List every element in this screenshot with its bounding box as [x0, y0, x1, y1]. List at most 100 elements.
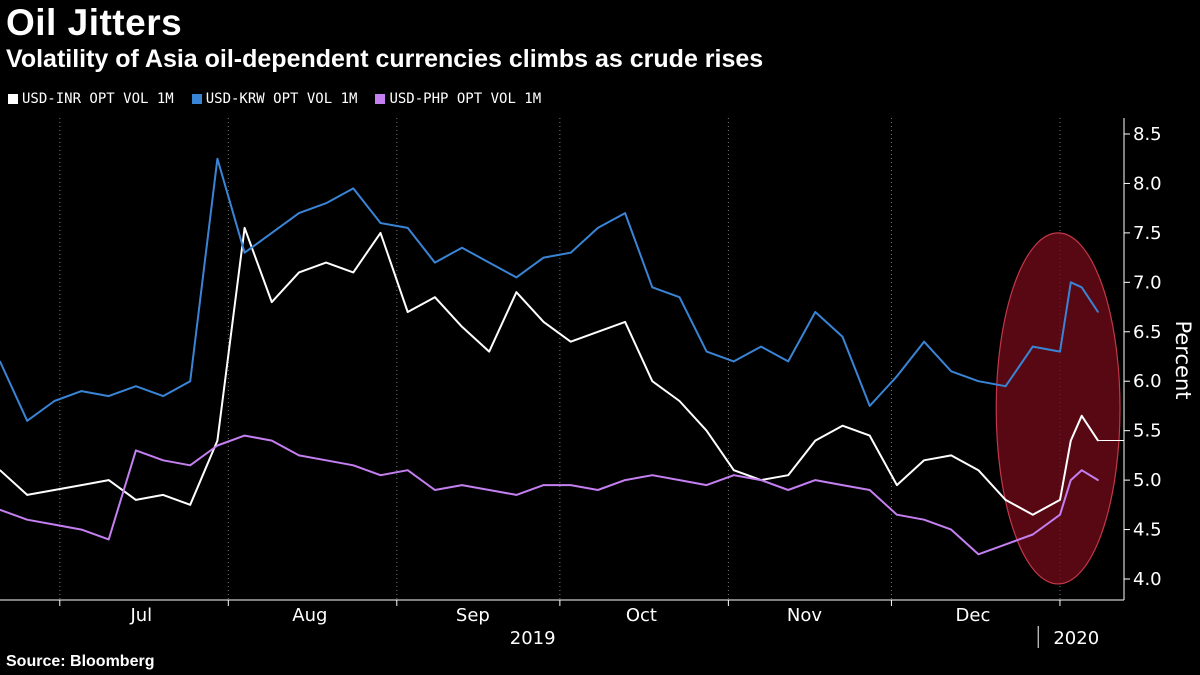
legend-label-krw: USD-KRW OPT VOL 1M	[205, 91, 358, 107]
point-krw-20	[542, 256, 545, 259]
point-inr-12	[325, 261, 327, 264]
point-php-20	[542, 484, 545, 486]
point-php-5	[135, 449, 137, 452]
point-krw-10	[270, 232, 273, 234]
point-php-12	[325, 459, 327, 462]
point-krw-17	[461, 246, 463, 249]
point-php-36	[977, 553, 980, 556]
point-php-25	[678, 479, 681, 481]
point-inr-41	[1080, 415, 1083, 417]
point-krw-36	[977, 380, 980, 383]
point-php-1	[26, 518, 28, 521]
point-krw-22	[597, 227, 599, 229]
point-inr-37	[1004, 499, 1007, 501]
point-inr-6	[162, 494, 164, 496]
x-month-label-2: Sep	[456, 605, 490, 626]
x-year-label-1: 2020	[1053, 628, 1099, 649]
point-inr-27	[733, 469, 735, 472]
legend-item-inr: USD-INR OPT VOL 1M	[8, 91, 174, 107]
axes: 8.5 8.0 7.5 7.0 6.5 6.0 5.5 5.0 4.5 4.0 Jul Aug Sep O…	[0, 118, 1162, 649]
point-inr-7	[189, 504, 192, 506]
point-php-30	[814, 479, 817, 481]
point-inr-30	[814, 439, 817, 442]
point-inr-35	[950, 454, 953, 457]
point-inr-17	[461, 326, 463, 328]
point-inr-31	[841, 424, 844, 427]
point-krw-41	[1080, 286, 1083, 289]
point-inr-36	[977, 469, 980, 472]
point-inr-39	[1059, 499, 1061, 501]
highlight-layer	[995, 232, 1121, 585]
source-note: Source: Bloomberg	[6, 653, 155, 670]
point-inr-23	[624, 321, 626, 323]
highlight-ellipse	[995, 232, 1121, 585]
point-inr-1	[26, 494, 28, 496]
point-krw-4	[107, 395, 110, 397]
point-inr-40	[1070, 439, 1072, 442]
point-krw-28	[760, 345, 762, 348]
point-php-16	[434, 489, 436, 491]
y-tick-label-8: 4.5	[1133, 520, 1162, 541]
point-php-7	[189, 464, 192, 467]
point-php-39	[1059, 513, 1061, 516]
point-inr-2	[53, 489, 56, 491]
point-php-13	[352, 464, 355, 467]
point-krw-15	[406, 227, 409, 229]
point-inr-18	[488, 350, 491, 353]
y-tick-label-2: 7.5	[1133, 223, 1162, 244]
point-krw-32	[868, 405, 871, 407]
point-krw-6	[162, 395, 164, 397]
chart-title: Oil Jitters	[6, 2, 183, 43]
point-inr-38	[1031, 513, 1034, 516]
point-krw-2	[53, 400, 56, 402]
point-php-26	[705, 484, 708, 486]
point-inr-26	[705, 429, 708, 432]
point-krw-18	[488, 261, 491, 264]
point-krw-30	[814, 311, 817, 313]
point-php-19	[515, 494, 518, 496]
point-php-28	[760, 479, 762, 481]
x-month-label-5: Dec	[956, 605, 991, 626]
point-php-0	[0, 508, 1, 511]
point-krw-37	[1004, 385, 1007, 387]
point-php-23	[624, 479, 626, 481]
point-krw-42	[1097, 311, 1099, 313]
point-inr-11	[298, 271, 300, 274]
point-inr-21	[569, 340, 572, 343]
legend-swatch-inr	[8, 94, 18, 104]
point-inr-13	[352, 271, 355, 274]
point-krw-9	[243, 251, 246, 254]
legend-item-php: USD-PHP OPT VOL 1M	[375, 91, 541, 107]
point-inr-10	[270, 301, 273, 303]
point-krw-38	[1031, 345, 1034, 348]
x-month-label-0: Jul	[129, 605, 152, 626]
y-tick-label-7: 5.0	[1133, 470, 1162, 491]
point-inr-15	[406, 311, 409, 313]
point-php-27	[733, 474, 735, 476]
legend-swatch-php	[375, 94, 386, 104]
point-krw-5	[135, 385, 137, 387]
point-php-40	[1070, 479, 1072, 481]
point-inr-25	[678, 400, 681, 402]
x-year-label-0: 2019	[510, 628, 556, 649]
point-krw-7	[189, 380, 192, 383]
point-inr-20	[542, 321, 545, 323]
point-inr-24	[651, 380, 654, 383]
chart-subtitle: Volatility of Asia oil-dependent currenc…	[6, 45, 764, 73]
point-php-14	[379, 474, 382, 476]
y-tick-label-3: 7.0	[1133, 272, 1162, 293]
x-month-label-4: Nov	[787, 605, 822, 626]
point-krw-27	[733, 360, 735, 363]
point-krw-39	[1059, 350, 1061, 353]
series-line-krw	[0, 157, 1099, 422]
point-krw-31	[841, 335, 844, 338]
point-php-38	[1031, 533, 1034, 536]
point-php-11	[298, 454, 300, 457]
y-tick-label-6: 5.5	[1133, 421, 1162, 442]
y-tick-label-1: 8.0	[1133, 173, 1162, 194]
point-krw-21	[569, 251, 572, 254]
point-inr-8	[216, 439, 219, 442]
x-month-label-1: Aug	[292, 605, 327, 626]
point-php-37	[1004, 543, 1007, 546]
